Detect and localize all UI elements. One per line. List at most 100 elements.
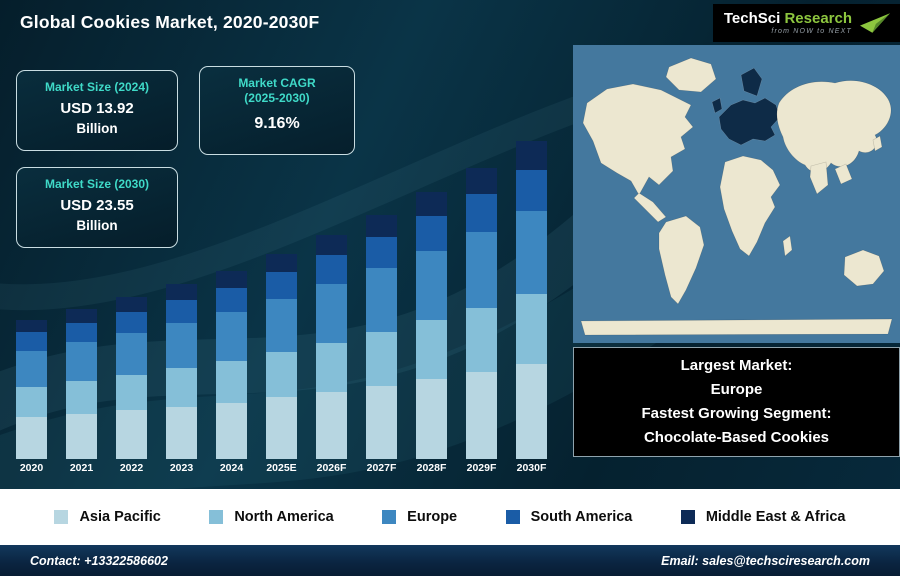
legend-swatch-asia-pacific [54, 510, 69, 524]
footer-email: Email: sales@techsciresearch.com [661, 553, 870, 568]
bar-stack [16, 319, 47, 459]
segment-asia-pacific [66, 414, 97, 459]
stat-label-line2: (2025-2030) [244, 91, 310, 105]
logo-brand-primary: TechSci [723, 10, 781, 27]
footer-bar: Contact: +13322586602 Email: sales@techs… [0, 545, 900, 576]
segment-north-america [516, 293, 547, 364]
segment-south-america [166, 299, 197, 323]
bar-stack [466, 167, 497, 459]
bar-stack [316, 235, 347, 459]
segment-south-america [516, 169, 547, 212]
bar-stack [266, 253, 297, 459]
segment-asia-pacific [16, 417, 47, 459]
legend-label: South America [530, 509, 633, 525]
legend-label: Middle East & Africa [705, 509, 846, 525]
note-line-largest-market: Largest Market: [680, 357, 793, 374]
segment-south-america [116, 311, 147, 333]
continent-africa [719, 155, 781, 257]
segment-middle-east-africa [466, 167, 497, 195]
x-axis-label: 2030F [516, 462, 547, 474]
x-axis-label: 2026F [316, 462, 347, 474]
continent-greenland [665, 57, 717, 93]
note-line-chocolate-cookies: Chocolate-Based Cookies [643, 429, 830, 446]
legend-swatch-south-america [505, 510, 520, 524]
x-axis-label: 2020 [19, 462, 44, 474]
legend-label: North America [234, 509, 334, 525]
logo-brand-line: TechSci Research [724, 10, 852, 27]
x-axis-label: 2021 [69, 462, 94, 474]
paper-plane-icon [860, 13, 890, 33]
central-america [633, 192, 667, 223]
page-title: Global Cookies Market, 2020-2030F [20, 12, 320, 32]
segment-north-america [16, 386, 47, 418]
legend-swatch-north-america [209, 510, 224, 524]
segment-europe [416, 250, 447, 321]
segment-middle-east-africa [66, 309, 97, 323]
x-axis-label: 2022 [119, 462, 144, 474]
segment-europe [466, 231, 497, 308]
world-map [573, 45, 900, 343]
legend-swatch-middle-east-africa [680, 510, 695, 524]
stat-unit: Billion [76, 218, 118, 233]
bar-2024: 2024 [216, 271, 247, 479]
segment-north-america [266, 352, 297, 398]
japan [872, 135, 883, 152]
segment-middle-east-africa [166, 284, 197, 300]
segment-asia-pacific [466, 371, 497, 459]
stat-label: Market Size (2024) [44, 80, 150, 94]
segment-south-america [416, 216, 447, 251]
segment-north-america [166, 368, 197, 407]
southeast-asia [834, 163, 853, 185]
segment-north-america [366, 332, 397, 386]
logo-brand-secondary: Research [784, 10, 852, 27]
segment-asia-pacific [366, 385, 397, 459]
segment-middle-east-africa [216, 271, 247, 289]
x-axis-label: 2023 [169, 462, 194, 474]
segment-europe [16, 350, 47, 387]
segment-asia-pacific [316, 391, 347, 459]
continent-australia [843, 249, 885, 287]
bar-stack [516, 141, 547, 459]
legend-swatch-europe [382, 510, 397, 524]
stat-label: Market Size (2030) [44, 177, 150, 191]
segment-europe [316, 284, 347, 343]
scandinavia-highlight [740, 67, 763, 97]
segment-south-america [216, 288, 247, 313]
segment-south-america [366, 236, 397, 269]
bar-2028f: 2028F [416, 192, 447, 479]
segment-asia-pacific [216, 402, 247, 459]
segment-europe [66, 342, 97, 382]
continent-north-america [582, 83, 694, 196]
continent-asia [776, 80, 892, 173]
x-axis-label: 2028F [416, 462, 447, 474]
segment-south-america [316, 255, 347, 285]
legend-item-north-america: North America [209, 509, 334, 525]
segment-middle-east-africa [516, 141, 547, 170]
techsci-research-logo: TechSci Research from NOW to NEXT [713, 4, 900, 42]
segment-europe [366, 268, 397, 333]
segment-north-america [316, 342, 347, 392]
continent-south-america [658, 215, 705, 305]
infographic-panel: Global Cookies Market, 2020-2030F TechSc… [0, 0, 900, 489]
segment-asia-pacific [416, 378, 447, 459]
legend-item-south-america: South America [505, 509, 633, 525]
bar-2021: 2021 [66, 309, 97, 479]
segment-europe [116, 332, 147, 375]
india [809, 161, 829, 195]
bar-2029f: 2029F [466, 167, 497, 479]
chart-legend: Asia Pacific North America Europe South Ame… [0, 489, 900, 545]
stat-unit: Billion [76, 121, 118, 136]
segment-north-america [416, 320, 447, 379]
segment-south-america [266, 272, 297, 300]
bar-2026f: 2026F [316, 235, 347, 479]
stat-value: 9.16% [254, 115, 300, 132]
bar-stack [66, 309, 97, 459]
stacked-bar-chart: 2020 2021 2022 2023 2024 2025E 2026F 2027F 2028F… [8, 141, 568, 479]
legend-label: Asia Pacific [79, 509, 161, 525]
bars-row: 2020 2021 2022 2023 2024 2025E 2026F 2027F 2028F… [8, 141, 568, 479]
stat-box-market-size-2024: Market Size (2024) USD 13.92 Billion [16, 70, 178, 151]
bar-2022: 2022 [116, 297, 147, 479]
segment-south-america [16, 332, 47, 351]
segment-asia-pacific [166, 406, 197, 459]
x-axis-label: 2024 [219, 462, 244, 474]
